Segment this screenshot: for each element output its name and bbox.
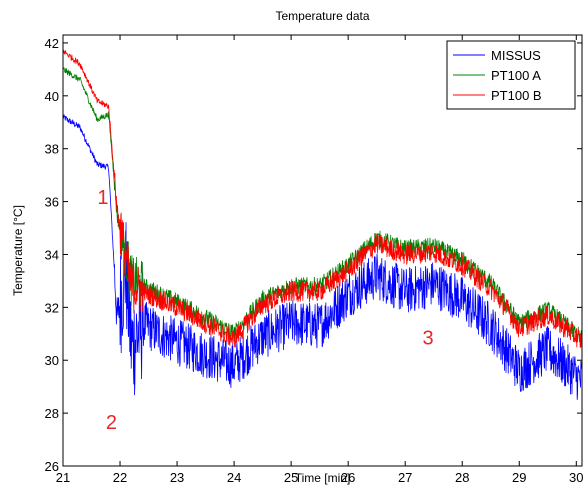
plot-area: 21 22 23 24 25 26 27 28 29 3026283032343638404212… (45, 34, 584, 485)
legend-entry: MISSUS (491, 48, 541, 63)
y-tick-label: 30 (45, 353, 59, 368)
y-tick-label: 26 (45, 459, 59, 474)
y-tick-label: 28 (45, 406, 59, 421)
x-tick-label: 24 (227, 470, 241, 485)
y-tick-label: 34 (45, 247, 59, 262)
annotation-label: 2 (106, 412, 117, 434)
series-line-pt100-b (63, 49, 582, 349)
plot-frame (62, 34, 583, 467)
x-axis-title: Time [min] (295, 471, 351, 485)
x-tick-label: 30 (569, 470, 583, 485)
y-tick-label: 42 (45, 36, 59, 51)
x-tick-label: 21 (56, 470, 70, 485)
y-tick-label: 38 (45, 142, 59, 157)
x-tick-label: 27 (398, 470, 412, 485)
x-tick-label: 25 (284, 470, 298, 485)
x-tick-label: 26 (341, 470, 355, 485)
x-tick-label: 29 (512, 470, 526, 485)
annotation-label: 1 (97, 187, 108, 209)
x-tick-label: 22 (113, 470, 127, 485)
series-line-missus (63, 114, 582, 400)
chart-title: Temperature data (275, 9, 369, 23)
legend-entry: PT100 B (491, 88, 542, 103)
x-tick-label: 23 (170, 470, 184, 485)
legend-entry: PT100 A (491, 68, 541, 83)
y-tick-label: 40 (45, 89, 59, 104)
annotation-label: 3 (422, 327, 433, 349)
y-tick-label: 36 (45, 195, 59, 210)
y-axis-title: Temperature [°C] (11, 205, 25, 296)
y-tick-label: 32 (45, 300, 59, 315)
x-tick-label: 28 (455, 470, 469, 485)
